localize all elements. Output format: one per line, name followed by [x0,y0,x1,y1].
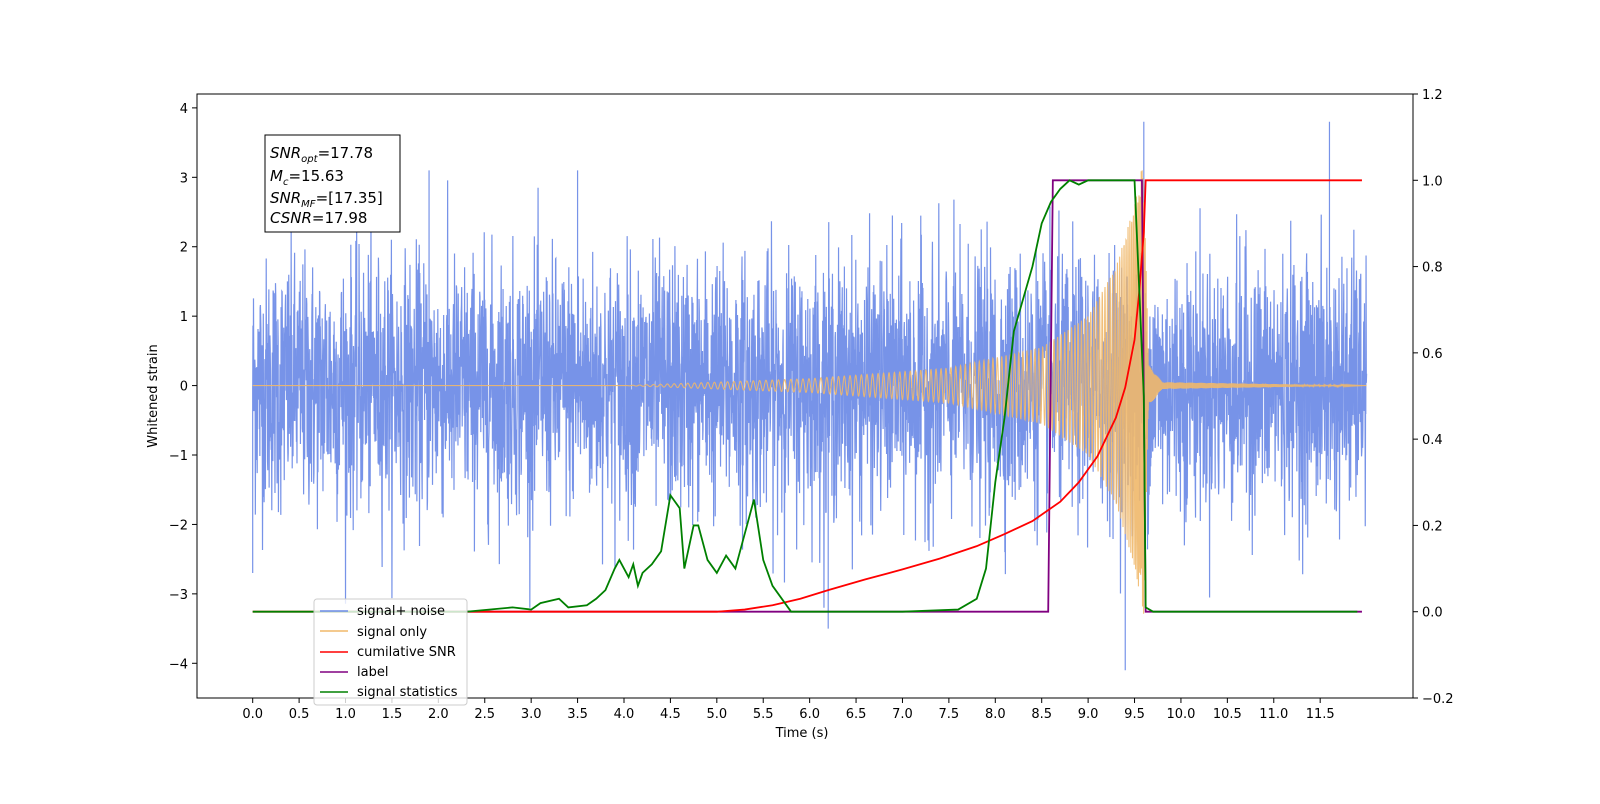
x-axis-label: Time (s) [775,726,829,741]
legend-label-label: label [357,665,388,680]
x-tick-label: 11.5 [1306,707,1335,722]
y2-tick-label: 0.6 [1422,347,1443,362]
legend-label-signal-statistics: signal statistics [357,685,458,700]
legend: signal+ noise signal only cumilative SNR… [313,598,468,706]
x-tick-label: 7.5 [939,707,960,722]
x-tick-label: 6.5 [846,707,867,722]
x-tick-label: 6.0 [799,707,820,722]
legend-label-cumulative-snr: cumilative SNR [357,645,456,660]
info-chirp-mass: Mc=15.63 [270,167,344,188]
info-snr-opt: SNRopt=17.78 [270,144,373,165]
x-tick-label: 9.5 [1124,707,1145,722]
legend-label-signal-noise: signal+ noise [357,604,445,619]
legend-item-signal-noise: signal+ noise [320,604,445,619]
y-axis-left: −4 −3 −2 −1 0 1 2 3 4 [169,102,197,672]
x-tick-label: 8.5 [1031,707,1052,722]
x-tick-label: 4.0 [614,707,635,722]
series-cumulative-snr [252,179,1362,613]
x-tick-label: 1.5 [382,707,403,722]
y2-tick-label: 1.2 [1422,88,1443,103]
y-tick-label: −1 [169,449,188,464]
y-tick-label: −3 [169,588,188,603]
x-tick-label: 11.0 [1259,707,1288,722]
x-tick-label: 8.0 [985,707,1006,722]
y-axis-right: −0.2 0.0 0.2 0.4 0.6 0.8 1.0 1.2 [1413,88,1454,707]
x-tick-label: 10.0 [1166,707,1195,722]
plot-frame [196,93,1414,699]
x-axis: 0.0 0.5 1.0 1.5 2.0 2.5 3.0 3.5 4.0 4.5 5.0 5.5 6.0 6… [242,698,1335,722]
info-box: SNRopt=17.78 Mc=15.63 SNRMF=[17.35] CSNR… [264,134,401,233]
y-tick-label: −2 [169,518,188,533]
series-signal-noise [252,121,1368,671]
x-tick-label: 5.5 [753,707,774,722]
info-csnr: CSNR=17.98 [270,209,367,227]
y-tick-label: 1 [180,310,188,325]
legend-label-signal-only: signal only [357,625,427,640]
x-tick-label: 0.0 [242,707,263,722]
info-box-frame [264,134,401,233]
y-axis-label: Whitened strain [146,344,161,447]
x-tick-label: 9.0 [1078,707,1099,722]
series-signal-only [252,170,1367,614]
y2-tick-label: 0.4 [1422,433,1443,448]
legend-item-cumulative-snr: cumilative SNR [320,645,456,660]
legend-item-signal-statistics: signal statistics [320,685,458,700]
x-tick-label: 2.0 [428,707,449,722]
series-layer [252,121,1368,671]
y2-tick-label: 1.0 [1422,174,1443,189]
info-snr-mf: SNRMF=[17.35] [270,189,383,210]
y2-tick-label: 0.2 [1422,519,1443,534]
legend-item-label: label [320,665,388,680]
x-tick-label: 3.5 [567,707,588,722]
x-tick-label: 3.0 [521,707,542,722]
y-tick-label: 0 [180,380,188,395]
y2-tick-label: 0.0 [1422,606,1443,621]
series-signal-statistics [252,179,1358,613]
y-tick-label: 4 [180,102,188,117]
y-tick-label: −4 [169,657,188,672]
y2-tick-label: 0.8 [1422,261,1443,276]
y-tick-label: 3 [180,171,188,186]
x-tick-label: 4.5 [660,707,681,722]
y-tick-label: 2 [180,241,188,256]
x-tick-label: 10.5 [1213,707,1242,722]
legend-item-signal-only: signal only [320,625,427,640]
legend-frame [313,598,468,706]
x-tick-label: 1.0 [335,707,356,722]
x-tick-label: 5.0 [706,707,727,722]
y2-tick-label: −0.2 [1422,692,1454,707]
x-tick-label: 0.5 [289,707,310,722]
x-tick-label: 2.5 [474,707,495,722]
x-tick-label: 7.0 [892,707,913,722]
